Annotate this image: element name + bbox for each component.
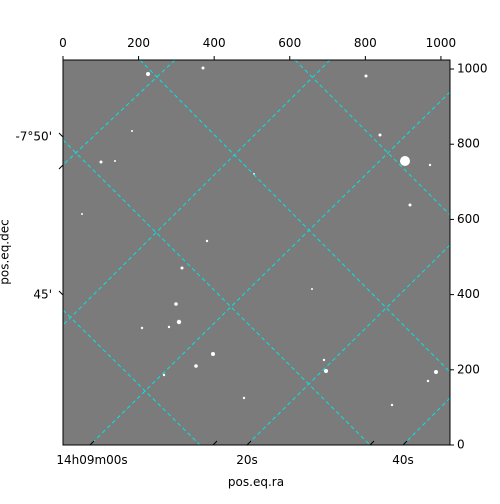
star: [242, 396, 246, 400]
star: [428, 163, 432, 167]
grid-line: [246, 244, 450, 445]
grid-line: [89, 91, 450, 445]
ra-tick-label: 40s: [392, 453, 414, 467]
star: [180, 266, 184, 270]
tick-mark: [58, 132, 64, 138]
tick-mark: [58, 290, 64, 296]
star: [99, 160, 103, 164]
star: [81, 213, 83, 215]
star: [378, 133, 382, 137]
star: [390, 403, 394, 407]
grid-line: [294, 60, 450, 216]
star: [211, 352, 215, 356]
star: [311, 288, 313, 290]
star: [140, 326, 144, 330]
tick-mark: [246, 440, 252, 446]
star: [146, 72, 150, 76]
wcs-ticks: [58, 132, 408, 446]
y-tick-label: 800: [457, 137, 480, 151]
tick-mark: [89, 440, 95, 446]
plot-frame: [62, 59, 451, 446]
y-axis-label: pos.eq.dec: [0, 219, 12, 284]
star: [434, 370, 438, 374]
star: [194, 364, 198, 368]
tick-mark: [369, 440, 375, 446]
star: [205, 239, 209, 243]
star: [364, 74, 368, 78]
x-tick-label: 0: [59, 36, 67, 50]
ra-tick-label: 14h09m00s: [56, 453, 127, 467]
x-tick-label: 600: [278, 36, 301, 50]
coordinate-grid: [63, 60, 450, 445]
grid-line: [63, 139, 371, 445]
stars: [81, 66, 438, 407]
y-tick-label: 400: [457, 287, 480, 301]
star: [176, 319, 182, 325]
star: [131, 130, 133, 132]
star: [400, 156, 410, 166]
star: [162, 373, 166, 377]
sky-image: [63, 60, 450, 445]
star: [114, 160, 116, 162]
dec-tick-label: 45': [33, 288, 52, 302]
x-tick-label: 1000: [426, 36, 457, 50]
x-tick-label: 200: [127, 36, 150, 50]
star: [167, 325, 171, 329]
tick-mark: [58, 164, 64, 170]
grid-line: [63, 60, 176, 166]
star: [201, 66, 205, 70]
y-tick-label: 1000: [457, 62, 488, 76]
star: [426, 379, 430, 383]
x-tick-label: 800: [354, 36, 377, 50]
x-axis-label: pos.eq.ra: [228, 475, 284, 489]
y-tick-label: 0: [457, 438, 465, 452]
x-tick-label: 400: [203, 36, 226, 50]
tick-mark: [212, 440, 218, 446]
grid-line: [139, 60, 450, 373]
ra-tick-label: 20s: [236, 453, 258, 467]
y-tick-label: 600: [457, 212, 480, 226]
star: [408, 203, 412, 207]
star: [174, 302, 178, 306]
tick-mark: [402, 440, 408, 446]
dec-tick-label: -7°50': [15, 130, 52, 144]
star: [322, 358, 326, 362]
y-tick-label: 200: [457, 362, 480, 376]
star: [324, 369, 328, 373]
